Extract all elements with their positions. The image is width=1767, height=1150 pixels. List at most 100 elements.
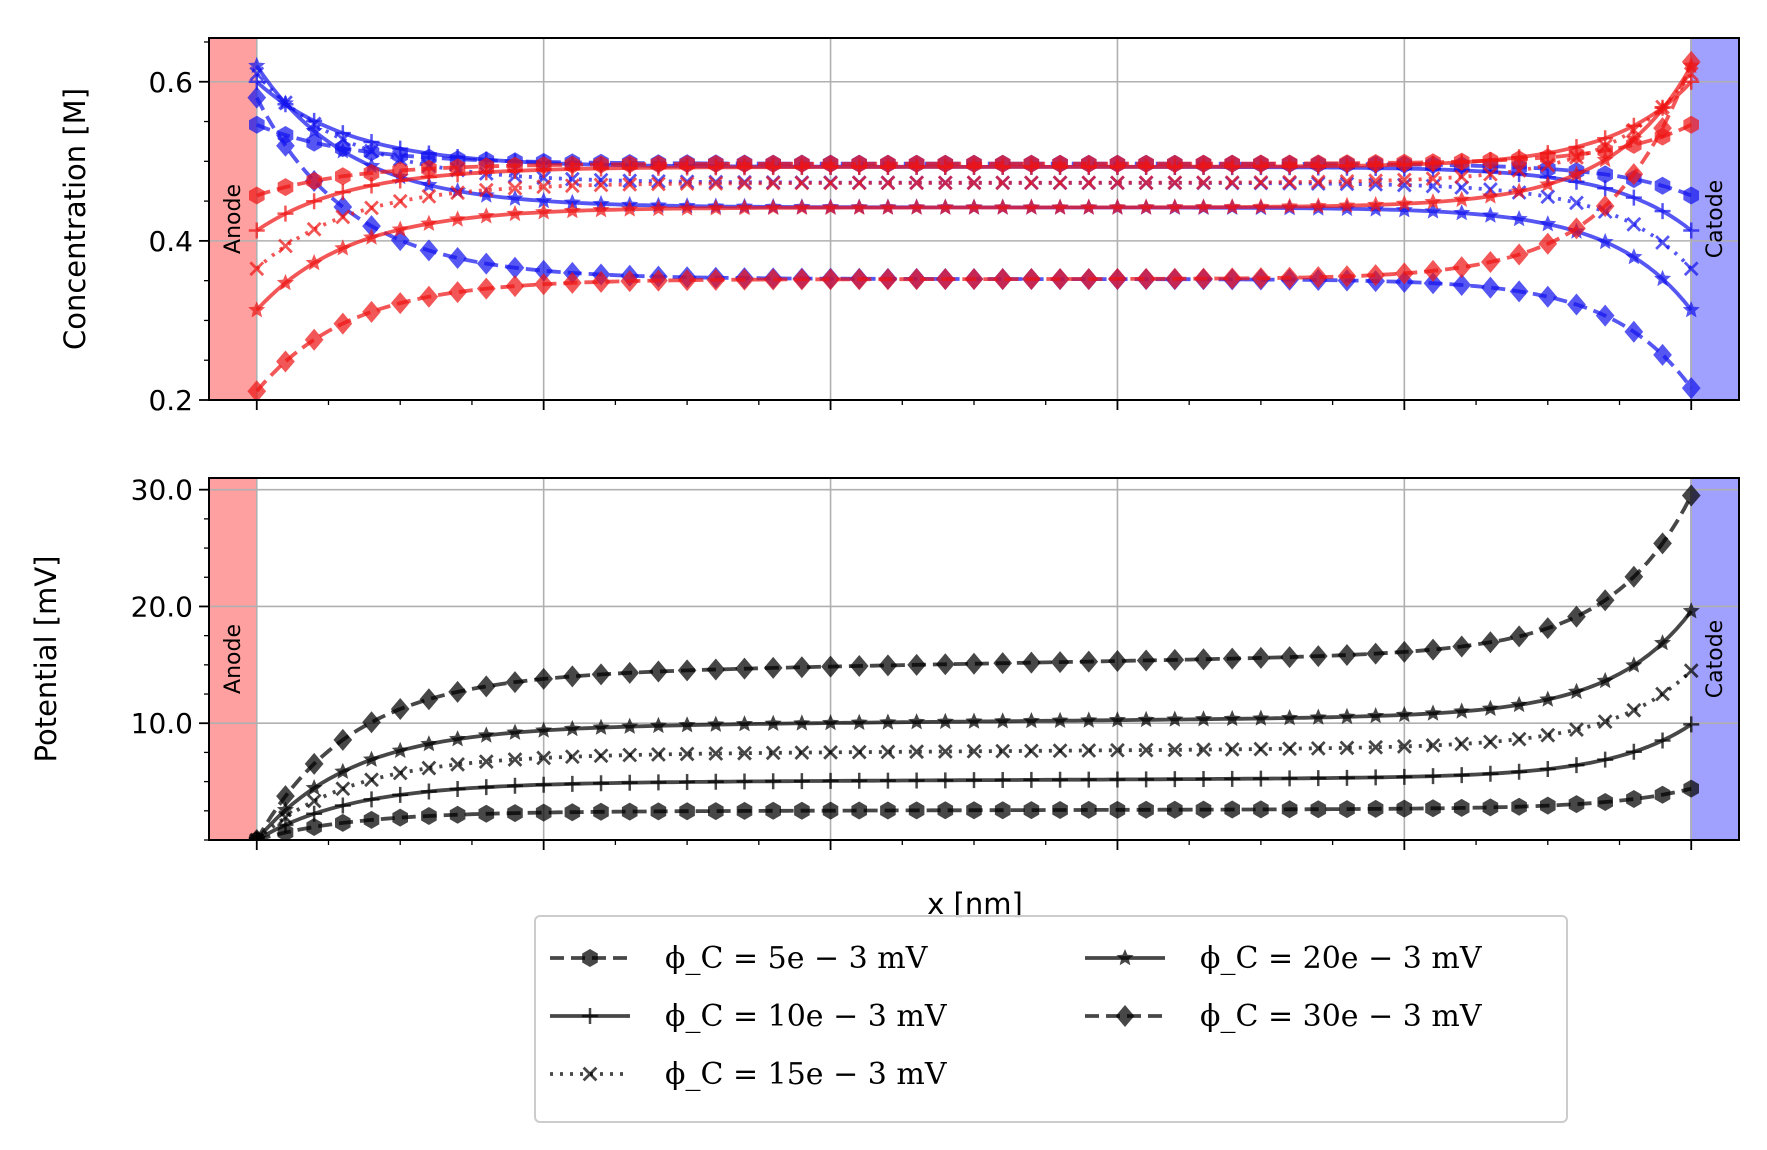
anion-series-point xyxy=(421,159,437,178)
potential-series-point xyxy=(333,728,353,751)
potential-series-point xyxy=(966,743,982,759)
potential-series-point xyxy=(562,665,582,688)
anion-series-point xyxy=(649,199,667,217)
potential-series-point xyxy=(477,726,495,743)
potential-series-point xyxy=(1081,743,1097,758)
anion-series-point xyxy=(1683,115,1699,134)
anion-series-point xyxy=(707,199,725,216)
cation-series-point xyxy=(1624,320,1644,343)
anion-series-point xyxy=(392,161,408,180)
potential-series-point xyxy=(823,744,838,760)
potential-series-point xyxy=(650,802,667,821)
potential-series-point xyxy=(735,657,754,680)
anion-series-point xyxy=(1681,50,1701,73)
potential-series-point xyxy=(507,804,523,823)
cation-series-point xyxy=(563,193,581,210)
potential-series-point xyxy=(478,754,494,769)
anion-series-point xyxy=(708,176,724,191)
potential-series-point xyxy=(908,713,926,730)
anion-series-point xyxy=(1540,157,1556,173)
cation-series-point xyxy=(363,134,380,151)
cation-series-point xyxy=(334,142,352,159)
potential-series-point xyxy=(476,675,496,698)
anion-series-point xyxy=(449,166,466,183)
cation-series-point xyxy=(248,56,266,74)
anion-series-point xyxy=(1483,166,1498,182)
potential-series-point xyxy=(1395,705,1413,723)
y-tick-label: 10.0 xyxy=(131,707,193,740)
potential-series-point xyxy=(678,716,696,733)
anion-series-point xyxy=(392,172,409,189)
potential-series-point xyxy=(993,652,1013,675)
anion-series-point xyxy=(1567,165,1585,182)
potential-series-point xyxy=(448,680,467,703)
anion-series-point xyxy=(306,193,323,210)
potential-series-point xyxy=(421,760,437,776)
legend-entry: ϕ_C = 20e − 3 mV xyxy=(1085,941,1483,976)
potential-series-point xyxy=(1110,742,1125,758)
potential-series-point xyxy=(822,772,839,789)
potential-series-point xyxy=(1023,771,1040,788)
anion-series-point xyxy=(420,168,437,185)
potential-series-point xyxy=(507,752,523,767)
potential-series-point xyxy=(1222,647,1242,670)
anion-series-point xyxy=(249,261,265,277)
anion-series-point xyxy=(851,175,867,191)
cation-series-point xyxy=(1540,189,1556,205)
potential-series-point xyxy=(794,745,810,761)
anion-series-point xyxy=(1081,175,1097,191)
anion-series-point xyxy=(937,158,954,175)
potential-series-point xyxy=(1251,646,1271,669)
potential-series-point xyxy=(392,765,408,781)
anion-series-point xyxy=(1196,175,1211,190)
potential-series-point xyxy=(793,773,810,790)
plot-area xyxy=(247,50,1701,400)
anion-series-point xyxy=(1597,138,1613,154)
potential-series-point xyxy=(736,801,753,820)
anion-series-point xyxy=(1137,198,1155,215)
potential-series-point xyxy=(564,775,581,792)
anion-series-point xyxy=(994,158,1011,175)
cation-series-point xyxy=(249,115,265,134)
anion-series-point xyxy=(1539,175,1557,192)
anion-series-point xyxy=(1023,158,1040,175)
potential-series-point xyxy=(620,661,640,684)
potential-series-point xyxy=(449,781,466,798)
cathode-region xyxy=(1690,38,1739,400)
potential-series-point xyxy=(880,744,896,760)
anion-series-point xyxy=(1367,157,1384,174)
potential-series-point xyxy=(391,741,409,758)
potential-series-point xyxy=(792,656,812,679)
anion-series-point xyxy=(1597,141,1613,160)
potential-series-point xyxy=(1453,767,1470,784)
potential-series-point xyxy=(965,712,983,729)
cation-series-point xyxy=(362,215,381,238)
anion-series-point xyxy=(1309,197,1327,214)
cation-series-point xyxy=(1424,202,1442,219)
potential-series-point xyxy=(1453,798,1470,817)
anion-series-point xyxy=(564,161,581,178)
potential-series-point xyxy=(649,716,667,734)
cation-series-point xyxy=(1595,304,1615,327)
anion-series-point xyxy=(737,175,752,191)
potential-series-point xyxy=(735,715,753,732)
potential-series-point xyxy=(536,750,552,766)
potential-series-point xyxy=(1136,649,1156,672)
axis-ticks: 0.2 0.4 0.6 xyxy=(148,41,1693,417)
anion-series-point xyxy=(1481,187,1499,204)
potential-series-point xyxy=(763,656,783,679)
anion-series-point xyxy=(965,198,983,215)
anion-series-point xyxy=(392,193,408,209)
potential-series-point xyxy=(1453,702,1471,719)
anion-series-point xyxy=(679,159,696,176)
potential-series-point xyxy=(621,717,639,734)
anion-series-point xyxy=(679,176,695,192)
potential-series-point xyxy=(478,779,495,796)
potential-series-point xyxy=(1653,532,1672,555)
anion-series-point xyxy=(562,271,582,294)
potential-series-point xyxy=(1052,801,1068,819)
anion-series-point xyxy=(650,159,667,176)
y-axis-label: Concentration [M] xyxy=(58,88,92,350)
anion-series-point xyxy=(563,201,581,219)
anion-series-point xyxy=(306,171,322,190)
